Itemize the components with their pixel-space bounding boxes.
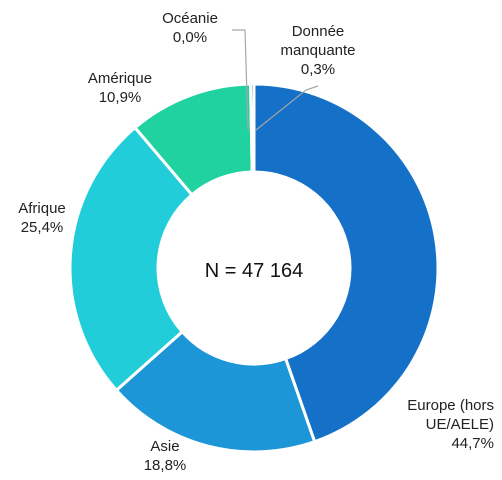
label-donnee-value: 0,3% — [300, 61, 336, 78]
label-donnee-line1: Donnée — [291, 23, 345, 40]
label-europe-value: 44,7% — [451, 435, 494, 452]
donut-slices — [68, 82, 440, 454]
center-label: N = 47 164 — [205, 260, 303, 282]
label-amerique-line1: Amérique — [87, 70, 153, 87]
label-asie-line1: Asie — [150, 438, 180, 455]
label-oceanie: Océanie 0,0% — [150, 9, 230, 47]
label-oceanie-value: 0,0% — [172, 29, 208, 46]
slice-asie — [114, 329, 317, 454]
label-europe-line1: Europe (hors — [407, 397, 494, 414]
label-europe: Europe (hors UE/AELE) 44,7% — [394, 396, 494, 453]
slice-europe — [252, 82, 440, 444]
leader-line-oceanie — [232, 29, 249, 131]
label-afrique: Afrique 25,4% — [12, 199, 72, 237]
label-amerique-value: 10,9% — [98, 89, 142, 106]
label-donnee-line2: manquante — [280, 42, 356, 59]
slice-donnee-manquante — [249, 82, 256, 174]
leader-lines — [232, 29, 319, 131]
leader-line-donnee-manquante — [255, 85, 319, 131]
label-amerique: Amérique 10,9% — [78, 69, 162, 107]
label-afrique-value: 25,4% — [20, 219, 64, 236]
label-asie: Asie 18,8% — [140, 437, 190, 475]
label-afrique-line1: Afrique — [18, 200, 66, 217]
slice-afrique — [68, 125, 195, 393]
label-donnee-manquante: Donnée manquante 0,3% — [268, 22, 368, 79]
label-oceanie-line1: Océanie — [162, 10, 218, 27]
label-asie-value: 18,8% — [143, 457, 187, 474]
label-europe-line2: UE/AELE) — [425, 416, 494, 433]
